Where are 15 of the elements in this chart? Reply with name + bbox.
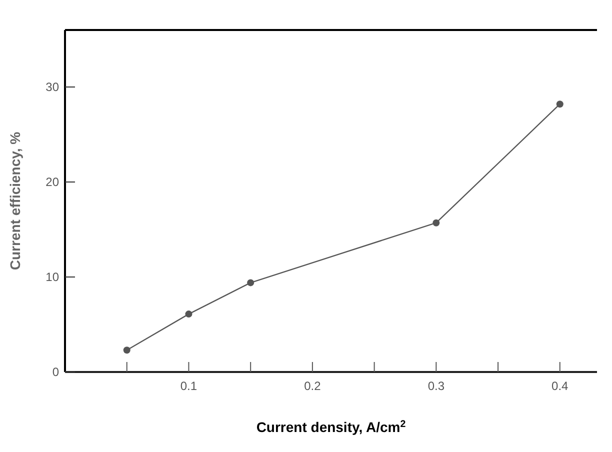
y-tick-label: 0 bbox=[52, 365, 60, 380]
y-axis-title: Current efficiency, % bbox=[7, 131, 23, 270]
point bbox=[432, 219, 440, 226]
x-tick-label: 0.2 bbox=[304, 379, 322, 393]
y-tick-label: 10 bbox=[46, 270, 60, 284]
point bbox=[556, 100, 564, 108]
x-tick-label: 0.1 bbox=[180, 379, 198, 393]
y-tick-label: 20 bbox=[46, 175, 60, 190]
x-axis-title: Current density, A/cm$^{2}$ bbox=[256, 418, 406, 435]
x-tick-label: 0.4 bbox=[552, 379, 569, 393]
y-tick-label: 30 bbox=[46, 80, 60, 94]
point bbox=[123, 346, 130, 354]
point bbox=[185, 310, 192, 318]
x-tick-label: 0.3 bbox=[428, 379, 445, 393]
point bbox=[247, 279, 254, 286]
